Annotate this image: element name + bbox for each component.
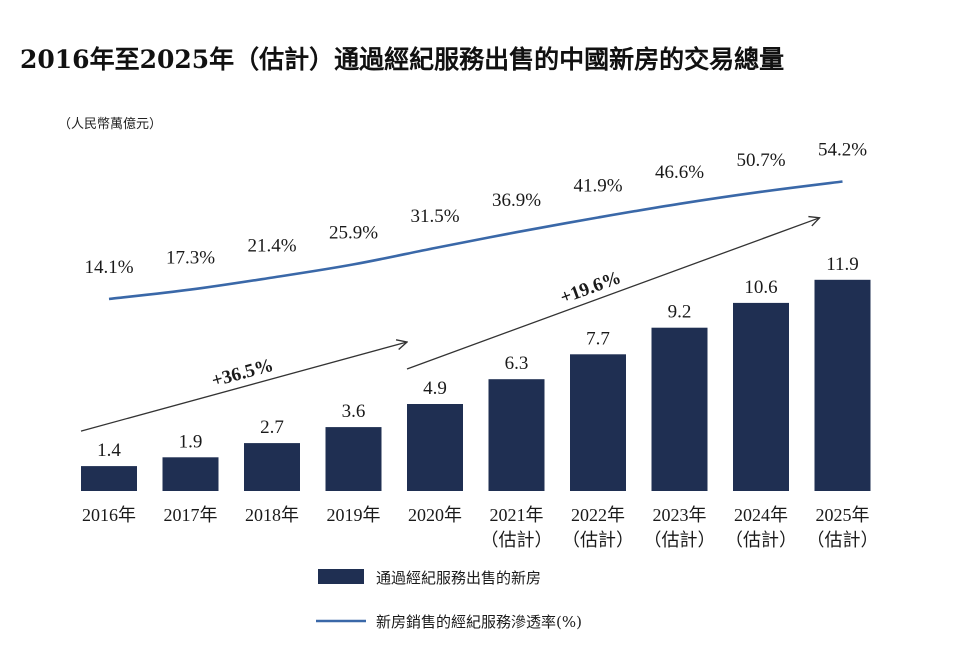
bar — [162, 457, 219, 491]
x-tick-label: 2017年 — [164, 505, 218, 525]
x-tick-label: 2019年 — [327, 505, 381, 525]
bar — [244, 443, 300, 491]
penetration-label: 54.2% — [818, 140, 867, 161]
bar-value-label: 3.6 — [342, 401, 366, 422]
x-tick-label: 2016年 — [82, 505, 136, 525]
growth-arrow — [406, 218, 820, 370]
penetration-label: 50.7% — [736, 150, 785, 171]
growth-label: +36.5% — [209, 355, 275, 392]
x-axis: 2016年 2017年 2018年 2019年 2020年 2021年 （估計） 2022年 （… — [82, 505, 879, 550]
x-tick-label: （估計） — [481, 530, 553, 550]
bar-layer — [81, 279, 871, 491]
x-tick-label: （估計） — [562, 530, 634, 550]
unit-label: （人民幣萬億元） — [58, 116, 162, 132]
x-tick-label: 2025年 — [816, 505, 870, 525]
bar — [814, 279, 871, 491]
penetration-label: 36.9% — [492, 190, 541, 211]
growth-arrow — [80, 342, 407, 432]
bar — [325, 427, 382, 491]
bar-value-label: 11.9 — [826, 254, 859, 275]
bar-value-label: 1.9 — [179, 431, 203, 452]
x-tick-label: 2021年 — [490, 505, 544, 525]
x-tick-label: （估計） — [725, 530, 797, 550]
penetration-label: 14.1% — [84, 257, 133, 278]
bar-value-label: 10.6 — [744, 277, 777, 298]
x-tick-label: 2023年 — [653, 505, 707, 525]
penetration-label: 25.9% — [329, 222, 378, 243]
x-tick-label: （估計） — [807, 530, 879, 550]
bar-value-label: 4.9 — [423, 378, 447, 399]
bar — [407, 404, 463, 491]
legend-bar-label: 通過經紀服務出售的新房 — [376, 569, 541, 587]
bar-value-label: 7.7 — [586, 328, 610, 349]
x-tick-label: 2022年 — [571, 505, 625, 525]
bar — [570, 354, 626, 491]
bar — [651, 327, 708, 491]
x-tick-label: 2020年 — [408, 505, 462, 525]
penetration-label: 21.4% — [247, 236, 296, 257]
x-tick-label: （估計） — [644, 530, 716, 550]
bar-value-label: 9.2 — [668, 302, 692, 323]
penetration-line-layer — [108, 180, 843, 301]
x-tick-label: 2018年 — [245, 505, 299, 525]
penetration-label: 31.5% — [410, 206, 459, 227]
penetration-label: 17.3% — [166, 248, 215, 269]
bar — [81, 466, 137, 491]
penetration-label: 41.9% — [573, 176, 622, 197]
penetration-label: 46.6% — [655, 162, 704, 183]
bar-value-label: 6.3 — [505, 353, 529, 374]
bar-value-label: 2.7 — [260, 417, 284, 438]
bar-value-label: 1.4 — [97, 440, 121, 461]
data-labels: 1.4 1.9 2.7 3.6 4.9 6.3 7.7 9.2 10.6 11.9 14.1% 17.… — [84, 140, 867, 462]
bar — [488, 379, 545, 491]
chart-title: 2016年至2025年（估計）通過經紀服務出售的中國新房的交易總量 — [20, 45, 784, 74]
penetration-line — [108, 180, 843, 301]
legend-line-label: 新房銷售的經紀服務滲透率(%) — [376, 613, 582, 631]
x-tick-label: 2024年 — [734, 505, 788, 525]
legend: 通過經紀服務出售的新房 新房銷售的經紀服務滲透率(%) — [316, 569, 582, 631]
bar — [733, 302, 789, 491]
legend-bar-swatch — [318, 569, 364, 584]
